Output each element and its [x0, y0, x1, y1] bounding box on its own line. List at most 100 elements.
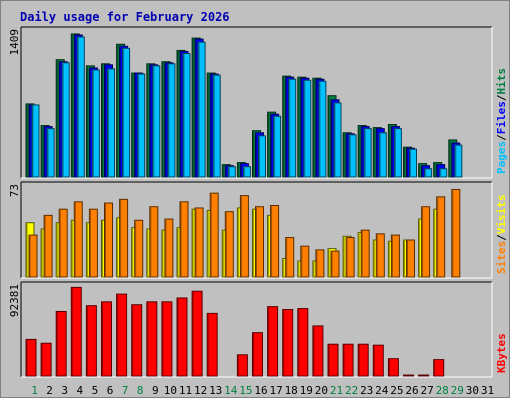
bar-fill: [70, 286, 82, 377]
bar-sites-day-27: [421, 206, 431, 278]
day-label-1: 1: [31, 384, 38, 397]
bar-fill: [76, 36, 85, 178]
bar-kbytes-day-15: [236, 354, 248, 377]
bar-kbytes-day-21: [327, 343, 339, 377]
day-label-8: 8: [137, 384, 144, 397]
bar-sites-day-18: [285, 237, 295, 278]
day-label-17: 17: [269, 384, 282, 397]
bar-sites-day-26: [406, 239, 415, 278]
bar-kbytes-day-10: [161, 301, 173, 377]
legend-sites: Sites: [495, 241, 508, 274]
day-label-26: 26: [405, 384, 418, 397]
bar-fill: [161, 301, 173, 377]
day-label-3: 3: [61, 384, 68, 397]
day-label-14: 14: [224, 384, 238, 397]
bar-pages-day-3: [61, 62, 70, 178]
bar-fill: [270, 204, 280, 278]
bar-fill: [255, 206, 264, 278]
day-label-7: 7: [122, 384, 129, 397]
bar-pages-day-21: [333, 102, 342, 178]
day-label-16: 16: [254, 384, 267, 397]
bar-kbytes-day-8: [131, 304, 143, 377]
legend-files: Files: [495, 101, 508, 134]
bar-fill: [421, 206, 431, 278]
day-label-22: 22: [345, 384, 358, 397]
bar-fill: [239, 195, 249, 278]
bar-pages-day-15: [242, 166, 251, 178]
bar-pages-day-10: [167, 63, 176, 178]
bar-sites-day-10: [164, 218, 174, 278]
bar-fill: [101, 301, 112, 377]
y-max-label: 73: [8, 184, 21, 197]
day-label-9: 9: [152, 384, 159, 397]
bar-fill: [387, 358, 399, 377]
bar-sites-day-1: [28, 234, 38, 278]
bar-sites-day-28: [436, 196, 446, 278]
day-label-12: 12: [194, 384, 207, 397]
bar-fill: [393, 128, 402, 178]
bar-fill: [191, 290, 203, 377]
day-label-23: 23: [360, 384, 373, 397]
day-label-15: 15: [239, 384, 252, 397]
bar-kbytes-day-26: [403, 374, 414, 377]
bar-fill: [31, 104, 40, 178]
bar-fill: [372, 344, 384, 377]
bar-fill: [330, 250, 340, 278]
bar-fill: [288, 78, 297, 178]
bar-pages-day-11: [182, 53, 191, 178]
bar-pages-day-24: [378, 132, 387, 178]
bar-fill: [182, 53, 191, 178]
bar-fill: [303, 79, 312, 178]
bar-sites-day-4: [73, 201, 83, 278]
bar-fill: [436, 196, 446, 278]
bar-fill: [282, 309, 294, 377]
bar-kbytes-day-25: [387, 358, 399, 377]
bar-fill: [227, 166, 236, 178]
day-label-24: 24: [375, 384, 389, 397]
bar-fill: [357, 343, 369, 377]
legend-visits: Visits: [495, 195, 508, 235]
bar-fill: [146, 301, 158, 377]
bar-fill: [116, 293, 128, 377]
bar-fill: [91, 69, 100, 178]
bar-fill: [297, 308, 309, 377]
bar-fill: [149, 206, 159, 278]
bar-fill: [454, 144, 463, 178]
bar-sites-day-24: [375, 233, 385, 278]
bar-kbytes-day-3: [55, 310, 67, 377]
bar-fill: [252, 332, 263, 377]
bar-pages-day-12: [197, 41, 206, 178]
bar-pages-day-4: [76, 36, 85, 178]
legend-hits: Hits: [495, 68, 508, 95]
panel-visits-sites: 73 Sites/Visits: [8, 181, 508, 279]
bar-fill: [137, 73, 146, 178]
bar-kbytes-day-11: [176, 297, 188, 377]
bar-fill: [197, 41, 206, 178]
bar-fill: [28, 234, 38, 278]
chart-panels: 1409Pages/Files/Hits73Sites/Visits92381K…: [8, 26, 508, 378]
bar-fill: [390, 234, 400, 278]
day-label-10: 10: [164, 384, 177, 397]
bar-sites-day-13: [209, 192, 219, 278]
day-label-28: 28: [436, 384, 449, 397]
day-label-5: 5: [92, 384, 99, 397]
bar-pages-day-20: [318, 80, 327, 178]
bar-kbytes-day-24: [372, 344, 384, 377]
bar-fill: [104, 202, 113, 278]
bar-sites-day-23: [360, 229, 370, 278]
bar-fill: [312, 325, 324, 377]
bar-fill: [43, 214, 53, 278]
day-label-2: 2: [46, 384, 53, 397]
bar-fill: [131, 304, 143, 377]
bar-sites-day-6: [104, 202, 113, 278]
bar-pages-day-29: [454, 144, 463, 178]
bar-pages-day-13: [212, 74, 221, 178]
bar-pages-day-23: [363, 128, 372, 178]
day-label-25: 25: [390, 384, 403, 397]
bar-fill: [258, 135, 266, 178]
bar-pages-day-9: [152, 65, 161, 178]
bar-kbytes-day-6: [101, 301, 112, 377]
bar-fill: [433, 359, 445, 377]
bar-fill: [285, 237, 295, 278]
bar-fill: [348, 134, 357, 178]
